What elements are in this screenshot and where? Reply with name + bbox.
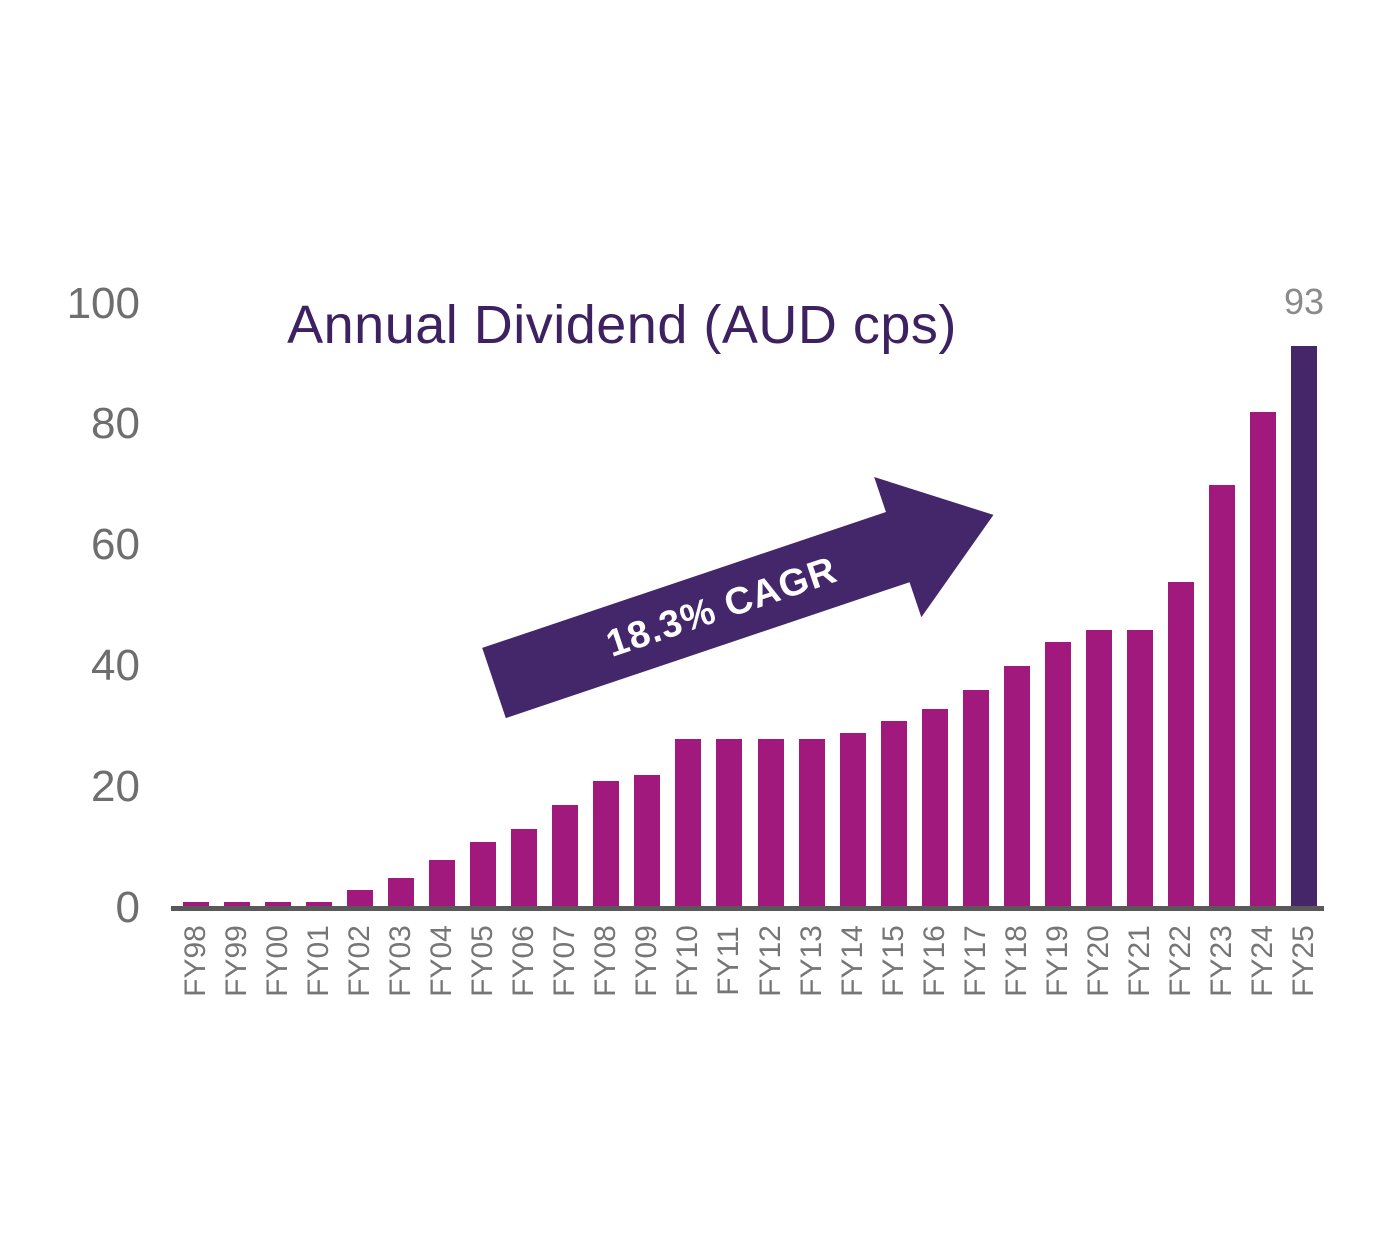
x-tick-FY05: FY05 bbox=[466, 925, 500, 997]
x-tick-FY00: FY00 bbox=[260, 925, 294, 997]
bar-FY11 bbox=[716, 738, 743, 910]
y-tick-0: 0 bbox=[115, 883, 140, 932]
bar-FY13 bbox=[798, 738, 825, 910]
fy25-value-label: 93 bbox=[1283, 281, 1325, 322]
y-tick-60: 60 bbox=[91, 520, 140, 570]
x-tick-FY19: FY19 bbox=[1041, 925, 1075, 997]
bar-FY08 bbox=[593, 781, 620, 910]
bar-FY22 bbox=[1168, 581, 1195, 910]
x-tick-FY14: FY14 bbox=[835, 925, 869, 997]
x-tick-FY21: FY21 bbox=[1123, 925, 1157, 997]
x-tick-FY04: FY04 bbox=[424, 925, 458, 997]
bar-FY04 bbox=[428, 859, 455, 910]
y-tick-20: 20 bbox=[91, 762, 140, 812]
bar-FY99 bbox=[223, 901, 250, 910]
bar-FY03 bbox=[387, 877, 414, 910]
bar-FY20 bbox=[1086, 629, 1113, 910]
x-tick-FY07: FY07 bbox=[548, 925, 582, 997]
bar-FY21 bbox=[1127, 629, 1154, 910]
bar-FY17 bbox=[962, 690, 989, 910]
bar-FY02 bbox=[346, 889, 373, 910]
bar-FY25 bbox=[1291, 345, 1318, 910]
cagr-arrow-shape bbox=[482, 476, 994, 719]
bar-FY10 bbox=[675, 738, 702, 910]
x-tick-FY10: FY10 bbox=[671, 925, 705, 997]
x-tick-FY13: FY13 bbox=[794, 925, 828, 997]
bar-FY01 bbox=[305, 901, 332, 910]
cagr-growth-arrow: 18.3% CAGR bbox=[482, 476, 994, 719]
x-tick-FY98: FY98 bbox=[178, 925, 212, 997]
x-tick-FY03: FY03 bbox=[383, 925, 417, 997]
bar-FY09 bbox=[634, 775, 661, 910]
y-tick-80: 80 bbox=[91, 399, 140, 449]
bar-FY16 bbox=[921, 708, 948, 910]
x-axis-line bbox=[171, 906, 1324, 911]
x-tick-FY08: FY08 bbox=[589, 925, 623, 997]
bar-FY12 bbox=[757, 738, 784, 910]
x-tick-FY16: FY16 bbox=[917, 925, 951, 997]
x-tick-FY09: FY09 bbox=[630, 925, 664, 997]
bar-FY23 bbox=[1209, 484, 1236, 910]
bar-FY18 bbox=[1003, 666, 1030, 910]
x-tick-FY12: FY12 bbox=[753, 925, 787, 997]
bar-FY05 bbox=[470, 841, 497, 910]
chart-title: Annual Dividend (AUD cps) bbox=[287, 295, 957, 355]
x-tick-FY06: FY06 bbox=[507, 925, 541, 997]
bar-FY24 bbox=[1250, 412, 1277, 910]
bar-FY00 bbox=[264, 901, 291, 910]
bar-FY15 bbox=[880, 720, 907, 910]
x-tick-FY24: FY24 bbox=[1246, 925, 1280, 997]
x-tick-FY18: FY18 bbox=[999, 925, 1033, 997]
y-tick-40: 40 bbox=[91, 641, 140, 691]
x-tick-FY20: FY20 bbox=[1082, 925, 1116, 997]
bar-FY14 bbox=[839, 732, 866, 910]
x-tick-FY25: FY25 bbox=[1287, 925, 1321, 997]
bar-FY06 bbox=[511, 829, 538, 910]
bar-FY19 bbox=[1045, 642, 1072, 910]
x-tick-FY17: FY17 bbox=[958, 925, 992, 997]
x-tick-FY23: FY23 bbox=[1205, 925, 1239, 997]
x-tick-FY15: FY15 bbox=[876, 925, 910, 997]
y-tick-100: 100 bbox=[66, 278, 140, 328]
x-tick-FY01: FY01 bbox=[301, 925, 335, 997]
x-tick-FY22: FY22 bbox=[1164, 925, 1198, 997]
x-tick-FY11: FY11 bbox=[712, 926, 746, 996]
bar-FY98 bbox=[182, 901, 209, 910]
x-tick-FY02: FY02 bbox=[342, 925, 376, 997]
x-tick-FY99: FY99 bbox=[219, 925, 253, 997]
bar-FY07 bbox=[552, 805, 579, 910]
